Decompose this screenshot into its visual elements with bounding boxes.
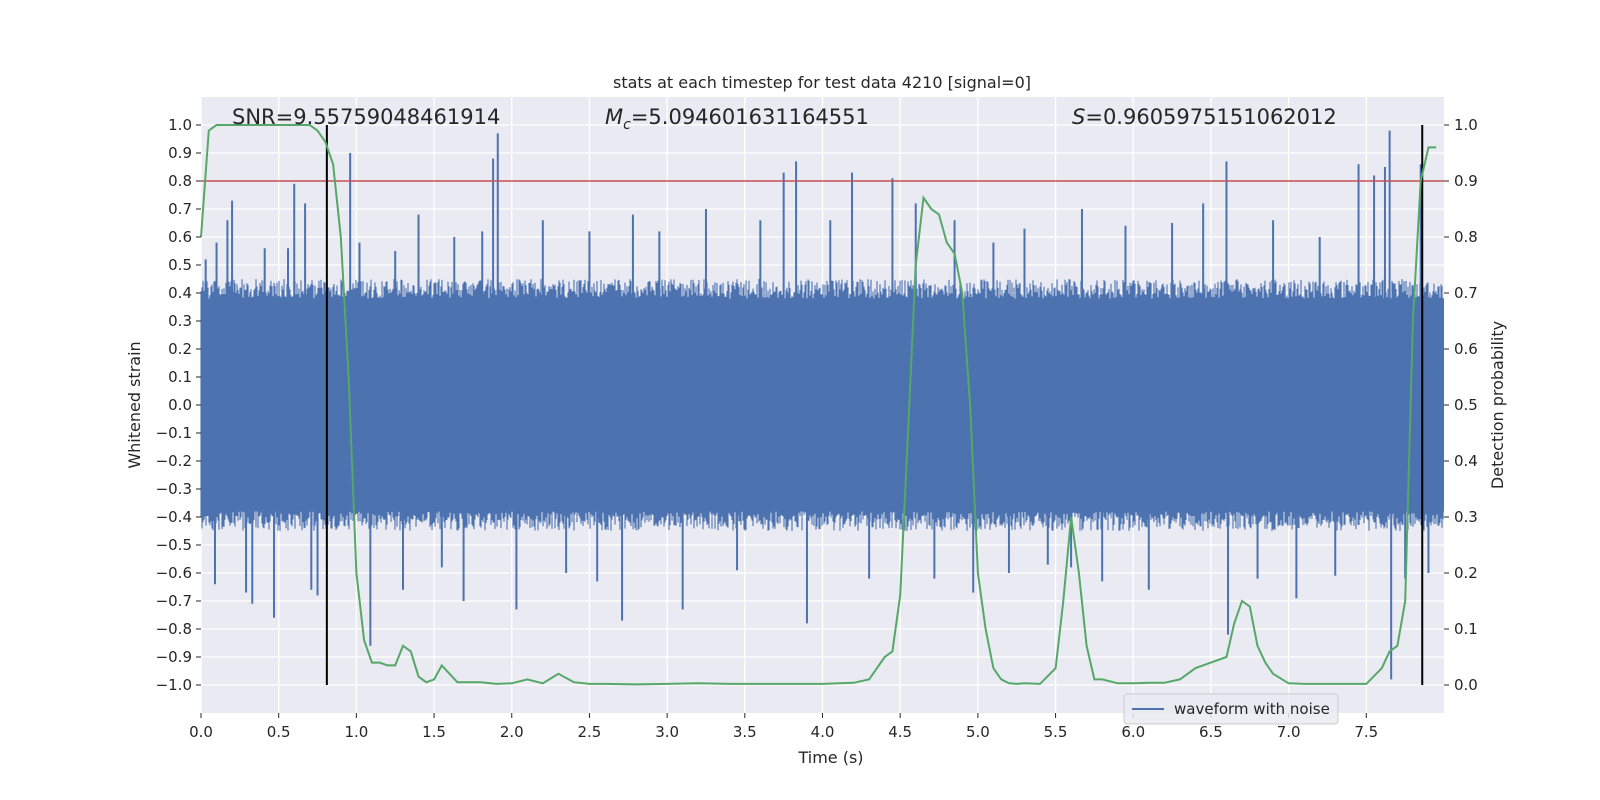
y-tick-label: 0.6 xyxy=(168,228,192,246)
y-tick-label: 0.0 xyxy=(168,396,192,414)
y-tick-label: −0.6 xyxy=(156,564,192,582)
y-tick-label: 0.2 xyxy=(168,340,192,358)
y2-tick-label: 0.0 xyxy=(1454,676,1478,694)
x-tick-label: 1.5 xyxy=(422,723,446,741)
legend-label: waveform with noise xyxy=(1174,700,1330,718)
y-tick-label: −0.1 xyxy=(156,424,192,442)
x-tick-label: 0.5 xyxy=(267,723,291,741)
probability-series xyxy=(200,124,1437,686)
y-tick-label: 0.8 xyxy=(168,172,192,190)
y2-tick-label: 0.4 xyxy=(1454,452,1478,470)
y2-tick-label: 0.6 xyxy=(1454,340,1478,358)
y-tick-label: −0.2 xyxy=(156,452,192,470)
y2-tick-label: 0.2 xyxy=(1454,564,1478,582)
chirp-mass-symbol: M xyxy=(605,105,623,129)
y-tick-label: 0.9 xyxy=(168,144,192,162)
x-tick-label: 7.0 xyxy=(1277,723,1301,741)
y-tick-label: −0.7 xyxy=(156,592,192,610)
axes: 0.0 0.5 1.0 1.5 2.0 2.5 3.0 3.5 4.0 4.5 5.0 5.5 6.0 6… xyxy=(156,116,1478,741)
legend-box xyxy=(1123,693,1339,725)
y-tick-label: 0.5 xyxy=(168,256,192,274)
y-tick-label: 1.0 xyxy=(168,116,192,134)
waveform-series xyxy=(200,130,1444,680)
x-tick-label: 5.5 xyxy=(1044,723,1068,741)
y2-tick-label: 0.1 xyxy=(1454,620,1478,638)
y2-tick-label: 0.7 xyxy=(1454,284,1478,302)
snr-annotation: SNR=9.55759048461914 xyxy=(232,105,500,129)
x-tick-label: 2.0 xyxy=(500,723,524,741)
y2-tick-label: 0.3 xyxy=(1454,508,1478,526)
x-tick-label: 1.0 xyxy=(344,723,368,741)
x-tick-label: 6.0 xyxy=(1121,723,1145,741)
x-tick-label: 3.5 xyxy=(733,723,757,741)
chart-title: stats at each timestep for test data 421… xyxy=(613,73,1031,92)
chirp-mass-value: =5.094601631164551 xyxy=(631,105,869,129)
x-tick-label: 6.5 xyxy=(1199,723,1223,741)
legend: waveform with noise xyxy=(1123,693,1339,725)
y2-axis-label: Detection probability xyxy=(1488,321,1507,489)
y2-tick-label: 0.8 xyxy=(1454,228,1478,246)
x-tick-label: 5.0 xyxy=(966,723,990,741)
y-tick-label: −0.8 xyxy=(156,620,192,638)
x-tick-label: 4.0 xyxy=(811,723,835,741)
x-axis-label: Time (s) xyxy=(797,748,863,767)
x-tick-label: 2.5 xyxy=(578,723,602,741)
waveform-band xyxy=(201,298,1444,512)
y-tick-label: 0.7 xyxy=(168,200,192,218)
overlay-lines xyxy=(201,125,1444,685)
y-tick-label: 0.1 xyxy=(168,368,192,386)
x-tick-label: 3.0 xyxy=(655,723,679,741)
x-tick-label: 0.0 xyxy=(189,723,213,741)
chirp-mass-annotation: Mc=5.094601631164551 xyxy=(605,105,869,133)
y-tick-label: −0.4 xyxy=(156,508,192,526)
y-tick-label: −0.3 xyxy=(156,480,192,498)
y-tick-label: −0.5 xyxy=(156,536,192,554)
y-tick-label: −0.9 xyxy=(156,648,192,666)
y2-tick-label: 0.9 xyxy=(1454,172,1478,190)
y-tick-label: 0.3 xyxy=(168,312,192,330)
y-axis-label: Whitened strain xyxy=(125,341,144,468)
y2-tick-label: 0.5 xyxy=(1454,396,1478,414)
chirp-mass-subscript: c xyxy=(623,117,631,133)
y2-tick-label: 1.0 xyxy=(1454,116,1478,134)
s-symbol: S xyxy=(1072,105,1085,129)
s-annotation: S=0.9605975151062012 xyxy=(1072,105,1337,129)
probability-line xyxy=(200,124,1437,686)
x-tick-label: 4.5 xyxy=(888,723,912,741)
x-tick-label: 7.5 xyxy=(1354,723,1378,741)
y-tick-label: 0.4 xyxy=(168,284,192,302)
y-tick-label: −1.0 xyxy=(156,676,192,694)
s-value: =0.9605975151062012 xyxy=(1085,105,1336,129)
